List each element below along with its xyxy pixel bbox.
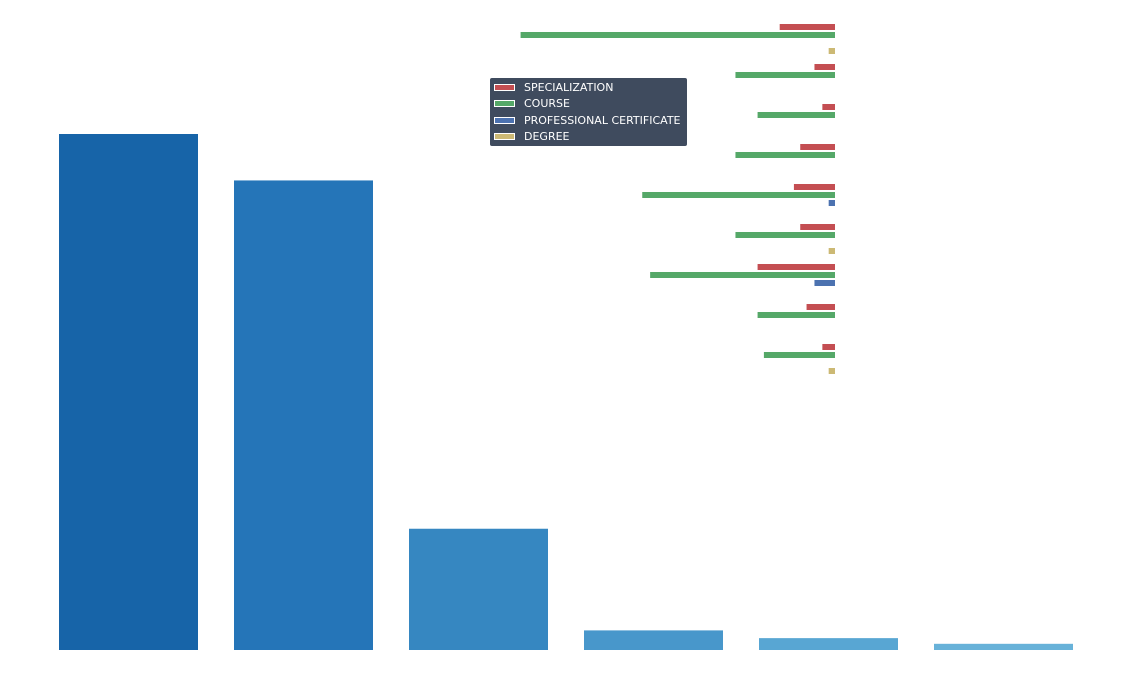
legend-item-specialization: SPECIALIZATION xyxy=(494,79,687,96)
legend-item-degree: DEGREE xyxy=(494,129,687,146)
horizontal-bar-professional-certificate xyxy=(828,200,835,206)
horizontal-bar-specialization xyxy=(806,304,835,310)
horizontal-bar-degree xyxy=(828,368,835,374)
legend-label: DEGREE xyxy=(524,130,570,144)
legend-swatch-course xyxy=(494,100,515,108)
horizontal-bar-specialization xyxy=(779,24,835,30)
vertical-bar xyxy=(59,134,198,650)
chart-legend: SPECIALIZATION COURSE PROFESSIONAL CERTI… xyxy=(490,78,687,146)
horizontal-bar-course xyxy=(735,232,835,238)
legend-swatch-professional-certificate xyxy=(494,116,515,124)
horizontal-bar-course xyxy=(520,32,835,38)
vertical-bar xyxy=(409,528,548,650)
vertical-bar xyxy=(234,180,373,650)
horizontal-bar-specialization xyxy=(800,224,835,230)
horizontal-bar-course xyxy=(763,352,835,358)
horizontal-bar-course xyxy=(650,272,835,278)
horizontal-bar-professional-certificate xyxy=(814,280,835,286)
horizontal-bar-course xyxy=(757,312,835,318)
horizontal-bar-specialization xyxy=(793,184,835,190)
legend-item-course: COURSE xyxy=(494,96,687,113)
legend-swatch-specialization xyxy=(494,83,515,91)
horizontal-bar-specialization xyxy=(800,144,835,150)
horizontal-grouped-bar-chart xyxy=(520,24,835,374)
legend-label: COURSE xyxy=(524,97,570,111)
horizontal-bar-course xyxy=(757,112,835,118)
vertical-bar xyxy=(759,638,898,650)
legend-label: SPECIALIZATION xyxy=(524,80,614,94)
legend-swatch-degree xyxy=(494,133,515,141)
vertical-bar xyxy=(584,630,723,650)
horizontal-bar-specialization xyxy=(822,104,835,110)
horizontal-bar-course xyxy=(735,152,835,158)
legend-item-professional-certificate: PROFESSIONAL CERTIFICATE xyxy=(494,112,687,129)
vertical-bar-chart xyxy=(59,134,1073,650)
horizontal-bar-degree xyxy=(828,48,835,54)
horizontal-bar-specialization xyxy=(757,264,835,270)
horizontal-bar-course xyxy=(735,72,835,78)
horizontal-bar-degree xyxy=(828,248,835,254)
horizontal-bar-specialization xyxy=(822,344,835,350)
vertical-bar xyxy=(934,643,1073,650)
horizontal-bar-specialization xyxy=(814,64,835,70)
legend-label: PROFESSIONAL CERTIFICATE xyxy=(524,113,681,127)
horizontal-bar-course xyxy=(642,192,835,198)
